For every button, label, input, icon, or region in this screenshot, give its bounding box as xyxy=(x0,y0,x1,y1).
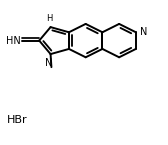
Text: N: N xyxy=(140,27,148,37)
Text: H: H xyxy=(46,14,52,23)
Text: HBr: HBr xyxy=(7,115,27,125)
Text: HN: HN xyxy=(6,36,21,46)
Text: N: N xyxy=(45,58,53,68)
